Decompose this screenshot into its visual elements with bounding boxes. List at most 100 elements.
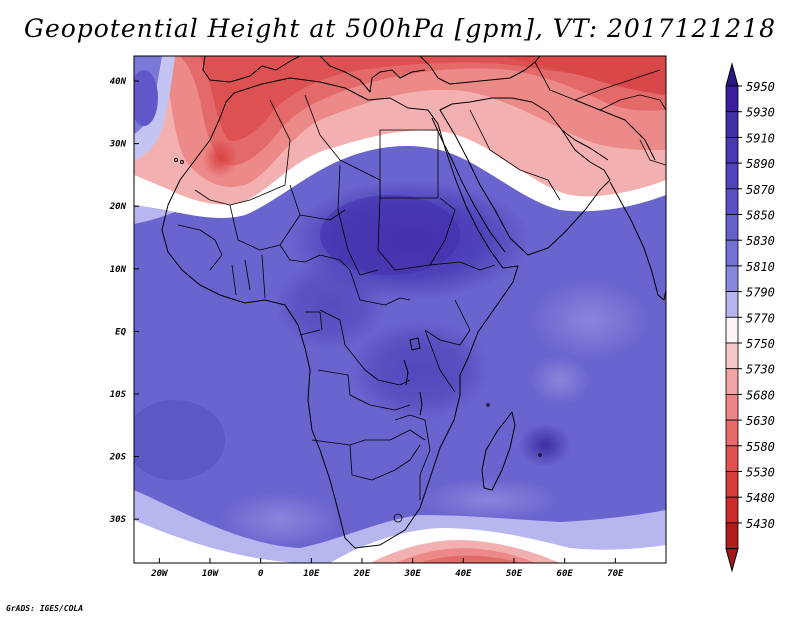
persian-gulf-coast (561, 129, 609, 161)
west-africa-borders (231, 254, 266, 299)
map-frame (133, 55, 667, 564)
lake-victoria (409, 337, 421, 351)
lon-tick-label: 50E (506, 569, 523, 579)
lesotho-border (393, 513, 403, 523)
colorbar-label: 5790 (746, 286, 775, 300)
colorbar-label: 5480 (746, 491, 775, 505)
turkey-coastline (419, 56, 541, 85)
lat-tick-label: 20N (109, 202, 127, 212)
colorbar-swatch (725, 342, 739, 370)
height-field (134, 56, 666, 563)
colorbar-swatch (725, 522, 739, 550)
india-coastline (609, 181, 666, 301)
egypt-border (379, 129, 439, 199)
comoros-islands (486, 403, 490, 407)
lon-tick-label: 40E (455, 569, 472, 579)
red-sea-coast-africa (431, 117, 506, 253)
iraq-iran-border (534, 61, 661, 101)
angola-border (317, 369, 411, 411)
latitude-ticks: 40N 30N 20N 10N EQ 10S 20S 30S (109, 77, 139, 525)
arabia-coastline (439, 97, 611, 256)
nigeria-border (279, 244, 351, 271)
lon-tick-label: 60E (557, 569, 574, 579)
zambia-zimbabwe-border (394, 414, 426, 421)
map-title: Geopotential Height at 500hPa [gpm], VT:… (23, 14, 777, 43)
colorbar-swatch (725, 265, 739, 292)
colorbar-swatch (725, 85, 739, 113)
lat-tick-label: 40N (110, 77, 127, 87)
colorbar-label: 5770 (746, 311, 775, 325)
congo-border (319, 309, 411, 386)
colorbar-swatch (725, 445, 739, 472)
ethiopia-border (429, 261, 496, 271)
colorbar-label: 5870 (746, 183, 775, 197)
botswana-border (349, 444, 421, 481)
lat-tick-label: 20S (109, 453, 127, 463)
pakistan-border (639, 139, 666, 166)
colorbar-label: 5680 (746, 388, 775, 402)
canary-islands (174, 158, 178, 162)
gabon-border (299, 311, 323, 336)
niger-border (289, 184, 346, 221)
colorbar-swatch (725, 368, 739, 395)
colorbar-bottom-arrow (725, 548, 739, 573)
grads-credit: GrADS: IGES/COLA (6, 604, 84, 613)
madagascar-coastline (481, 411, 516, 491)
mauritania-senegal-border (177, 224, 223, 271)
lat-tick-label: 10S (110, 390, 127, 400)
colorbar-swatch (725, 214, 739, 241)
algeria-border (194, 99, 291, 206)
colorbar-label: 5830 (746, 234, 775, 248)
colorbar-label: 5630 (746, 414, 775, 428)
colorbar-label: 5910 (746, 131, 775, 145)
lon-tick-label: 20E (353, 569, 371, 579)
namibia-border (311, 429, 426, 446)
colorbar-label: 5530 (746, 466, 775, 480)
colorbar-swatch (725, 496, 739, 524)
chad-border (337, 164, 379, 276)
lon-tick-label: 70E (607, 569, 624, 579)
lon-tick-label: 10E (303, 569, 320, 579)
colorbar-label: 5730 (746, 363, 775, 377)
colorbar-label: 5580 (746, 440, 775, 454)
mozambique-border (419, 419, 431, 500)
colorbar-swatch (725, 291, 739, 318)
lon-tick-label: 10W (202, 569, 220, 579)
italy-balkans-coastline (319, 56, 426, 93)
lat-tick-label: 30S (109, 515, 127, 525)
car-border (349, 269, 411, 306)
colorbar-label: 5810 (746, 260, 775, 274)
lat-tick-label: 30N (109, 140, 127, 150)
kenya-somalia-border (424, 299, 471, 346)
colorbar-swatch (725, 419, 739, 447)
lon-tick-label: 20W (150, 569, 169, 579)
colorbar-swatch (725, 239, 739, 267)
tanzania-border (424, 329, 456, 393)
iran-coastline (574, 99, 656, 161)
lake-tanganyika (403, 359, 409, 386)
colorbar-swatch (725, 471, 739, 498)
afghanistan-border (599, 94, 666, 111)
country-borders (177, 61, 666, 523)
lat-tick-label: EQ (115, 327, 126, 337)
saudi-border (469, 109, 561, 201)
coastlines (161, 56, 666, 549)
colorbar-label: 5850 (746, 209, 775, 223)
colorbar-label: 5430 (746, 517, 775, 531)
lon-tick-label: 30E (404, 569, 422, 579)
colorbar-swatch (725, 111, 739, 138)
lon-tick-label: 0 (258, 569, 264, 579)
iberia-coastline (202, 56, 301, 83)
colorbar: 5950 5930 5910 5890 5870 5850 5830 5810 5790 5770… (725, 62, 775, 573)
lake-malawi (419, 391, 423, 416)
mauritius-island (538, 453, 542, 457)
lat-tick-label: 10N (110, 265, 127, 275)
africa-coastline (161, 77, 519, 549)
colorbar-label: 5950 (746, 80, 775, 94)
colorbar-top-arrow (725, 62, 739, 87)
colorbar-swatch (725, 316, 739, 344)
colorbar-swatch (725, 393, 739, 421)
colorbar-label: 5890 (746, 157, 775, 171)
colorbar-label: 5930 (746, 106, 775, 120)
